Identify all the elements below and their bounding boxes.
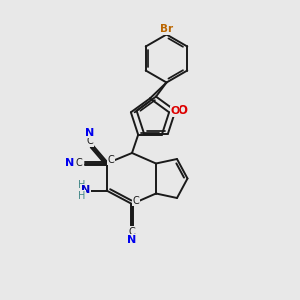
Text: N: N bbox=[85, 128, 94, 138]
Text: N: N bbox=[128, 235, 136, 245]
Text: C: C bbox=[129, 227, 135, 237]
Text: O: O bbox=[177, 104, 187, 117]
Text: H: H bbox=[78, 191, 85, 201]
Text: C: C bbox=[86, 136, 93, 146]
Text: C: C bbox=[107, 155, 114, 165]
Text: N: N bbox=[82, 185, 91, 195]
Text: N: N bbox=[65, 158, 74, 168]
Text: H: H bbox=[78, 180, 85, 190]
Text: O: O bbox=[170, 106, 180, 116]
Text: C: C bbox=[133, 196, 140, 206]
Text: Br: Br bbox=[160, 24, 173, 34]
Text: C: C bbox=[76, 158, 82, 168]
